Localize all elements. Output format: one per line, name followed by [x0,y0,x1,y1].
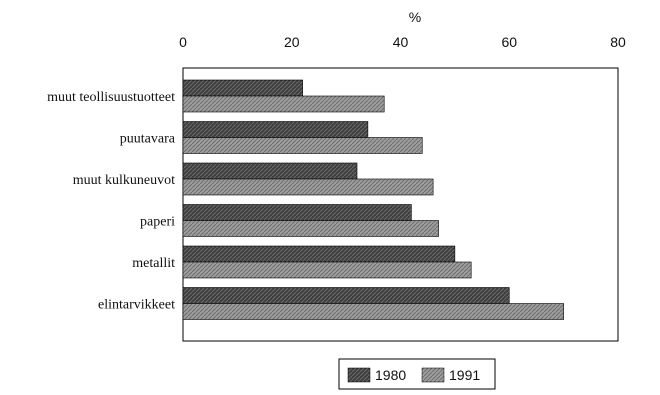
x-tick-label: 60 [501,34,517,50]
x-tick-label: 40 [393,34,409,50]
legend-swatch-1991 [421,367,445,383]
bar-1980 [182,162,358,180]
bar-1980 [182,287,510,304]
bar-1991 [182,178,434,196]
x-tick-label: 0 [179,34,187,50]
bar-1991 [182,95,385,113]
x-axis-ticks: 0 20 40 60 80 [179,34,626,50]
category-label: muut teollisuustuotteet [47,90,175,105]
x-tick-label: 80 [610,34,626,50]
bar-1980 [182,79,303,97]
bar-1980 [182,204,412,221]
category-label: metallit [132,256,175,271]
x-axis-unit-label: % [409,9,421,25]
legend: 1980 1991 [338,358,496,390]
category-label: muut kulkuneuvot [73,173,175,188]
bars-group [182,79,564,320]
x-tick-label: 20 [284,34,300,50]
legend-label-1980: 1980 [375,367,406,383]
category-labels: muut teollisuustuotteet puutavara muut kul… [47,90,176,313]
category-label: elintarvikkeet [98,298,175,313]
category-label: puutavara [120,132,176,147]
category-label: paperi [140,215,175,230]
bar-1991 [182,137,423,154]
bar-1980 [182,245,456,263]
bar-1991 [182,261,472,279]
legend-label-1991: 1991 [449,367,480,383]
bar-1991 [182,303,564,320]
legend-swatch-1980 [347,367,371,383]
bar-1991 [182,220,439,237]
bar-1980 [182,121,369,138]
